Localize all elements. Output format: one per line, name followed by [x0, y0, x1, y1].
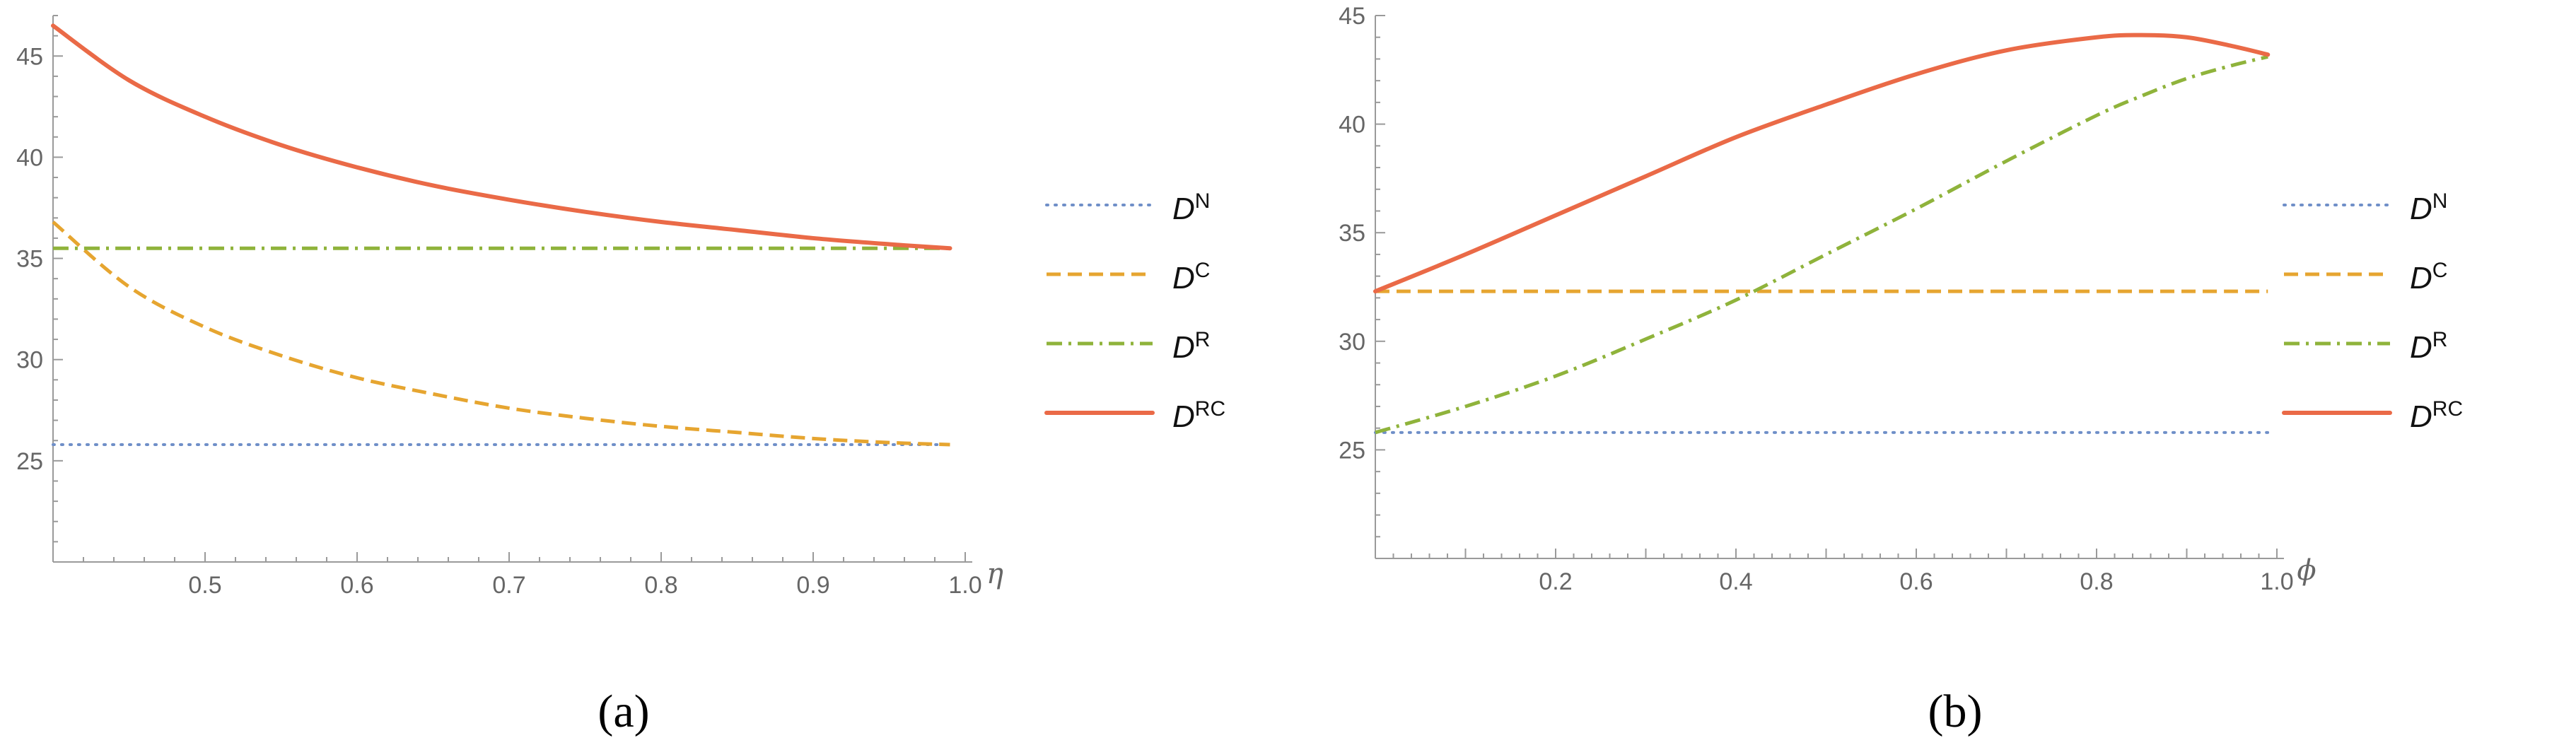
- panel-a-y-tick-label: 45: [16, 43, 43, 70]
- panel-b-series-dr: [1375, 54, 2268, 435]
- panel-b-caption: (b): [1928, 686, 1983, 737]
- panel-b-y-tick-label: 30: [1339, 329, 1365, 356]
- panel-a-y-tick-label: 30: [16, 347, 43, 374]
- panel-b-y-tick-label: 25: [1339, 437, 1365, 464]
- panel-a-x-tick-label: 0.9: [796, 572, 829, 599]
- panel-b-legend-label-drc: DRC: [2410, 397, 2463, 434]
- panel-a-legend-label-dn: DN: [1172, 189, 1210, 226]
- panel-b-x-axis-label: ϕ: [2297, 554, 2316, 587]
- panel-a-legend-label-dc: DC: [1172, 259, 1210, 295]
- panel-a-x-tick-label: 0.5: [188, 572, 221, 599]
- panel-a-x-tick-label: 0.8: [644, 572, 677, 599]
- panel-a-legend-label-drc: DRC: [1172, 397, 1225, 434]
- panel-b-legend-label-dn: DN: [2410, 189, 2447, 226]
- panel-b-legend-label-dr: DR: [2410, 328, 2447, 365]
- panel-a-series-drc: [51, 23, 952, 251]
- panel-b-y-tick-label: 40: [1339, 112, 1365, 139]
- panel-b-series-drc: [1373, 33, 2271, 294]
- panel-a-y-tick-label: 40: [16, 144, 43, 171]
- panel-b-x-tick-label: 0.8: [2080, 568, 2113, 595]
- panel-b-legend-label-dc: DC: [2410, 259, 2447, 295]
- panel-a-x-tick-label: 0.7: [492, 572, 525, 599]
- panel-a-y-tick-label: 25: [16, 448, 43, 475]
- panel-b-legend: DN DC DR DRC: [2282, 189, 2463, 434]
- panel-b-chart: 0.2 0.4 0.6 0.8 1.0 25 30 35 40 45 ϕ: [1339, 3, 2316, 595]
- panel-a-series-dc: [52, 221, 950, 447]
- panel-a-x-tick-label: 0.6: [340, 572, 373, 599]
- panel-a-legend-label-dr: DR: [1172, 328, 1210, 365]
- panel-b-x-tick-label: 0.6: [1899, 568, 1933, 595]
- panel-a-chart: 0.5 0.6 0.7 0.8 0.9 1.0 25 30 35 40 45 η: [16, 15, 1003, 599]
- panel-b-x-tick-label: 0.4: [1719, 568, 1752, 595]
- panel-a-caption: (a): [598, 686, 649, 737]
- panel-b-x-tick-label: 0.2: [1539, 568, 1572, 595]
- panel-b-x-tick-label: 1.0: [2260, 568, 2293, 595]
- panel-a-x-tick-label: 1.0: [948, 572, 981, 599]
- panel-a-y-tick-label: 35: [16, 246, 43, 273]
- panel-b-y-tick-label: 35: [1339, 220, 1365, 247]
- panel-b-y-tick-label: 45: [1339, 3, 1365, 30]
- panel-a-legend: DN DC DR DRC: [1044, 189, 1225, 434]
- panel-a-x-axis-label: η: [986, 558, 1003, 590]
